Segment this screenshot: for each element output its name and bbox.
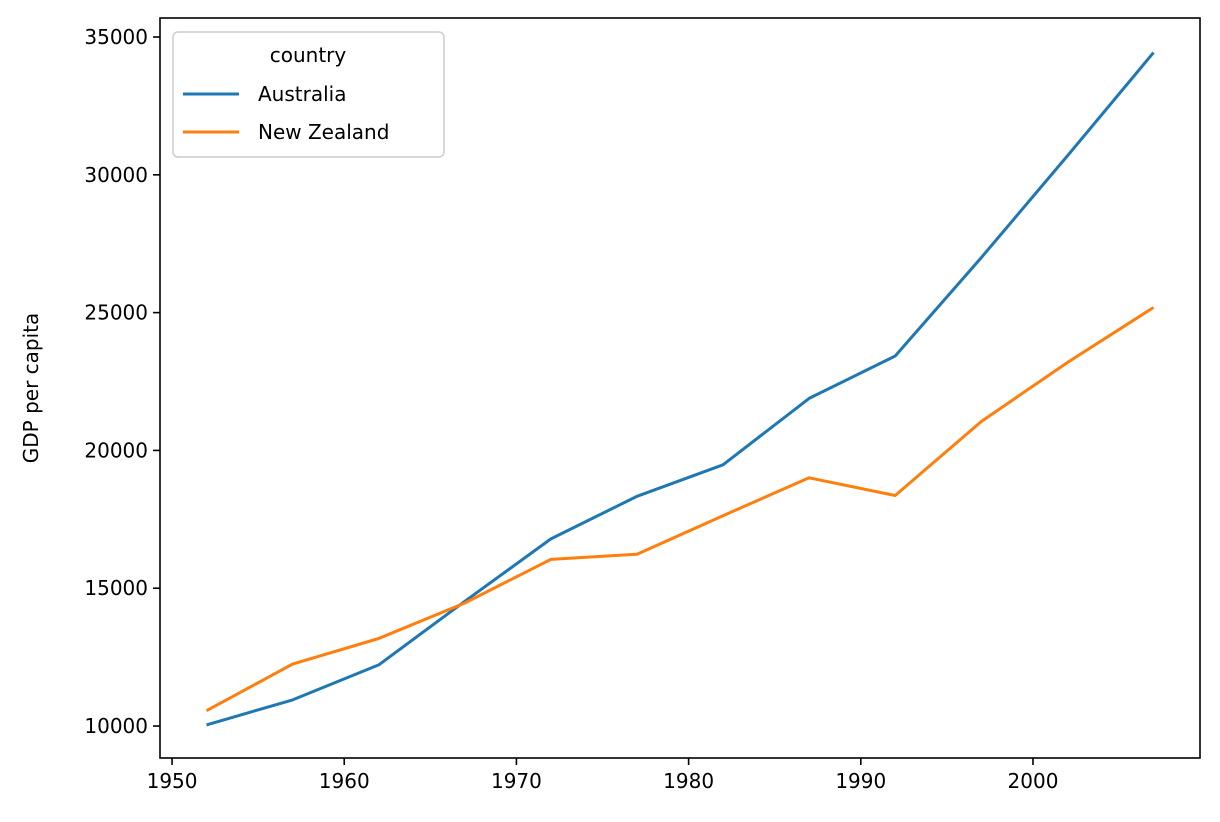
- legend-entries: Australia New Zealand: [183, 82, 389, 144]
- y-tick-label: 30000: [84, 163, 148, 187]
- legend-box: [172, 31, 445, 158]
- legend-label: Australia: [258, 82, 346, 106]
- series-layer: [205, 51, 1155, 727]
- x-tick-label: 1970: [491, 769, 542, 793]
- y-tick-label: 20000: [84, 438, 148, 462]
- y-tick-label: 25000: [84, 301, 148, 325]
- x-axis: 1950 1960 1970 1980 1990 2000: [147, 758, 1059, 793]
- x-tick-label: 1950: [147, 769, 198, 793]
- plot-area-frame: [159, 17, 1201, 759]
- series-line-new-zealand: [205, 306, 1155, 713]
- series-line-australia: [206, 51, 1155, 727]
- y-axis-label: GDP per capita: [19, 313, 43, 464]
- y-tick-label: 35000: [84, 25, 148, 49]
- y-axis: 10000 15000 20000 25000 30000 35000: [84, 25, 160, 738]
- legend-title: country: [270, 43, 347, 67]
- x-tick-label: 1990: [835, 769, 886, 793]
- legend-label: New Zealand: [258, 120, 389, 144]
- legend: country Australia New Zealand: [172, 31, 445, 158]
- y-tick-label: 15000: [84, 576, 148, 600]
- x-tick-label: 2000: [1008, 769, 1059, 793]
- x-tick-label: 1960: [319, 769, 370, 793]
- y-tick-label: 10000: [84, 714, 148, 738]
- x-tick-label: 1980: [663, 769, 714, 793]
